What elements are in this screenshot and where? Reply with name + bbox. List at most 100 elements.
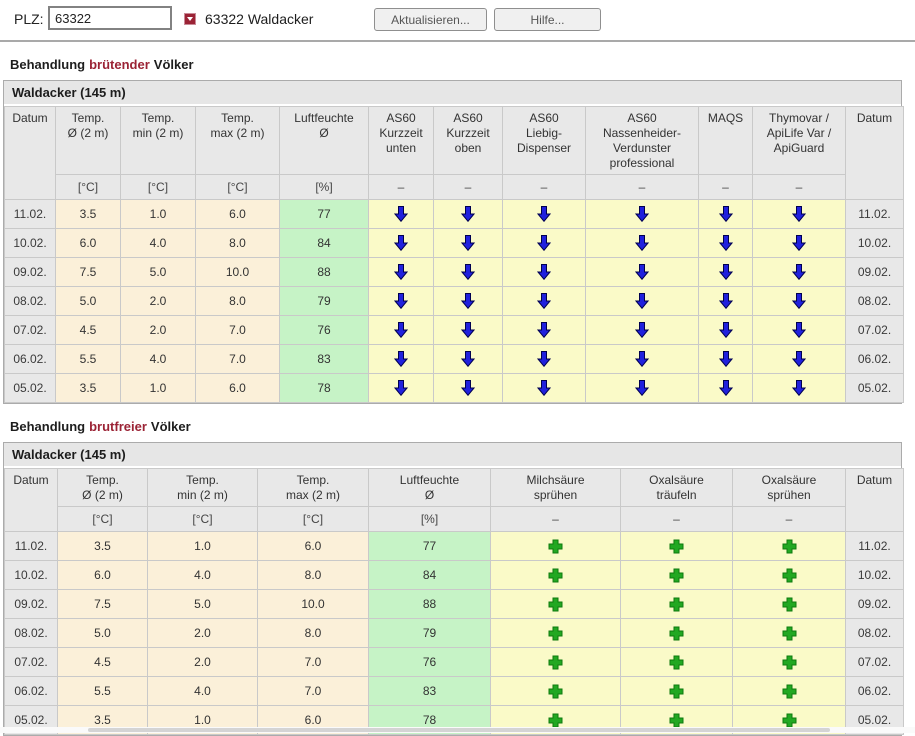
column-unit-humidity: [%] xyxy=(369,507,491,532)
cell-temp_max: 6.0 xyxy=(196,200,280,229)
plz-input[interactable] xyxy=(48,6,172,30)
down-arrow-icon xyxy=(461,293,475,309)
cell-treatment-as60_kurzzeit_oben xyxy=(434,316,503,345)
down-arrow-icon xyxy=(719,206,733,222)
table-row: 09.02.7.55.010.08809.02. xyxy=(5,590,904,619)
cell-date: 09.02. xyxy=(5,258,56,287)
cell-treatment-as60_kurzzeit_unten xyxy=(369,374,434,403)
table-row: 06.02.5.54.07.08306.02. xyxy=(5,677,904,706)
cell-temp_max: 7.0 xyxy=(258,677,369,706)
cell-treatment-oxalsaeure_spruehen xyxy=(733,590,846,619)
cell-treatment-milchsaeure_spruehen xyxy=(491,532,621,561)
cell-date_end: 06.02. xyxy=(846,677,904,706)
cell-treatment-maqs xyxy=(699,258,753,287)
cell-humidity: 76 xyxy=(280,316,369,345)
refresh-button[interactable]: Aktualisieren... xyxy=(374,8,487,31)
cell-treatment-as60_nassenheider xyxy=(586,229,699,258)
column-header-date: Datum xyxy=(5,107,56,200)
down-arrow-icon xyxy=(537,206,551,222)
section-title-prefix: Behandlung xyxy=(10,419,85,434)
cell-treatment-oxalsaeure_traeufeln xyxy=(621,590,733,619)
cell-date: 05.02. xyxy=(5,374,56,403)
column-header-as60_kurzzeit_unten: AS60 Kurzzeit unten xyxy=(369,107,434,175)
horizontal-scrollbar[interactable] xyxy=(0,727,915,733)
cell-temp_max: 7.0 xyxy=(258,648,369,677)
cell-treatment-as60_nassenheider xyxy=(586,316,699,345)
dropdown-icon[interactable] xyxy=(184,13,196,25)
column-header-temp_avg: Temp. Ø (2 m) xyxy=(58,469,148,507)
cell-treatment-oxalsaeure_spruehen xyxy=(733,561,846,590)
cell-treatment-maqs xyxy=(699,229,753,258)
cell-temp_min: 2.0 xyxy=(148,648,258,677)
cell-treatment-as60_nassenheider xyxy=(586,374,699,403)
column-header-as60_nassenheider: AS60 Nassenheider- Verdunster profession… xyxy=(586,107,699,175)
cell-treatment-as60_kurzzeit_unten xyxy=(369,287,434,316)
cell-temp_avg: 5.0 xyxy=(58,619,148,648)
cell-humidity: 79 xyxy=(369,619,491,648)
column-header-as60_liebig_dispenser: AS60 Liebig- Dispenser xyxy=(503,107,586,175)
cell-treatment-as60_liebig_dispenser xyxy=(503,287,586,316)
down-arrow-icon xyxy=(635,293,649,309)
table-row: 10.02.6.04.08.08410.02. xyxy=(5,229,904,258)
down-arrow-icon xyxy=(635,322,649,338)
forecast-sections: BehandlungbrütenderVölkerWaldacker (145 … xyxy=(0,57,915,736)
cell-treatment-as60_kurzzeit_oben xyxy=(434,200,503,229)
cell-date: 09.02. xyxy=(5,590,58,619)
cell-date_end: 07.02. xyxy=(846,648,904,677)
table-row: 10.02.6.04.08.08410.02. xyxy=(5,561,904,590)
cell-treatment-as60_nassenheider xyxy=(586,287,699,316)
column-unit-maqs: – xyxy=(699,175,753,200)
column-unit-temp_avg: [°C] xyxy=(56,175,121,200)
cell-temp_avg: 6.0 xyxy=(58,561,148,590)
down-arrow-icon xyxy=(461,351,475,367)
cell-temp_max: 6.0 xyxy=(196,374,280,403)
column-unit-oxalsaeure_traeufeln: – xyxy=(621,507,733,532)
cell-treatment-as60_kurzzeit_unten xyxy=(369,229,434,258)
cell-date: 07.02. xyxy=(5,648,58,677)
section-title: BehandlungbrütenderVölker xyxy=(10,57,915,72)
cell-temp_min: 1.0 xyxy=(148,532,258,561)
table-row: 11.02.3.51.06.07711.02. xyxy=(5,532,904,561)
table-row: 08.02.5.02.08.07908.02. xyxy=(5,287,904,316)
cell-temp_max: 6.0 xyxy=(258,532,369,561)
column-unit-as60_kurzzeit_oben: – xyxy=(434,175,503,200)
cell-treatment-thymovar xyxy=(753,200,846,229)
column-unit-as60_nassenheider: – xyxy=(586,175,699,200)
cell-treatment-thymovar xyxy=(753,229,846,258)
cell-treatment-maqs xyxy=(699,287,753,316)
plus-icon xyxy=(548,713,563,728)
table-row: 07.02.4.52.07.07607.02. xyxy=(5,316,904,345)
column-unit-temp_max: [°C] xyxy=(258,507,369,532)
plus-icon xyxy=(782,684,797,699)
column-header-milchsaeure_spruehen: Milchsäure sprühen xyxy=(491,469,621,507)
down-arrow-icon xyxy=(792,380,806,396)
cell-temp_min: 2.0 xyxy=(121,316,196,345)
cell-temp_max: 10.0 xyxy=(258,590,369,619)
section-title-highlight: brütender xyxy=(89,57,150,72)
help-button[interactable]: Hilfe... xyxy=(494,8,601,31)
cell-treatment-as60_nassenheider xyxy=(586,258,699,287)
cell-treatment-thymovar xyxy=(753,374,846,403)
scrollbar-thumb[interactable] xyxy=(88,728,830,732)
cell-date_end: 06.02. xyxy=(846,345,904,374)
cell-temp_avg: 5.5 xyxy=(56,345,121,374)
down-arrow-icon xyxy=(792,264,806,280)
cell-treatment-as60_kurzzeit_oben xyxy=(434,229,503,258)
down-arrow-icon xyxy=(537,264,551,280)
cell-date: 10.02. xyxy=(5,561,58,590)
column-unit-thymovar: – xyxy=(753,175,846,200)
down-arrow-icon xyxy=(461,235,475,251)
treatment-section: BehandlungbrütenderVölkerWaldacker (145 … xyxy=(0,57,915,404)
cell-date_end: 08.02. xyxy=(846,619,904,648)
plus-icon xyxy=(782,597,797,612)
section-title: BehandlungbrutfreierVölker xyxy=(10,419,915,434)
cell-date_end: 11.02. xyxy=(846,532,904,561)
cell-treatment-as60_liebig_dispenser xyxy=(503,258,586,287)
cell-temp_max: 8.0 xyxy=(258,561,369,590)
cell-humidity: 88 xyxy=(369,590,491,619)
cell-treatment-as60_nassenheider xyxy=(586,345,699,374)
down-arrow-icon xyxy=(537,380,551,396)
column-unit-temp_min: [°C] xyxy=(121,175,196,200)
cell-humidity: 76 xyxy=(369,648,491,677)
down-arrow-icon xyxy=(635,351,649,367)
